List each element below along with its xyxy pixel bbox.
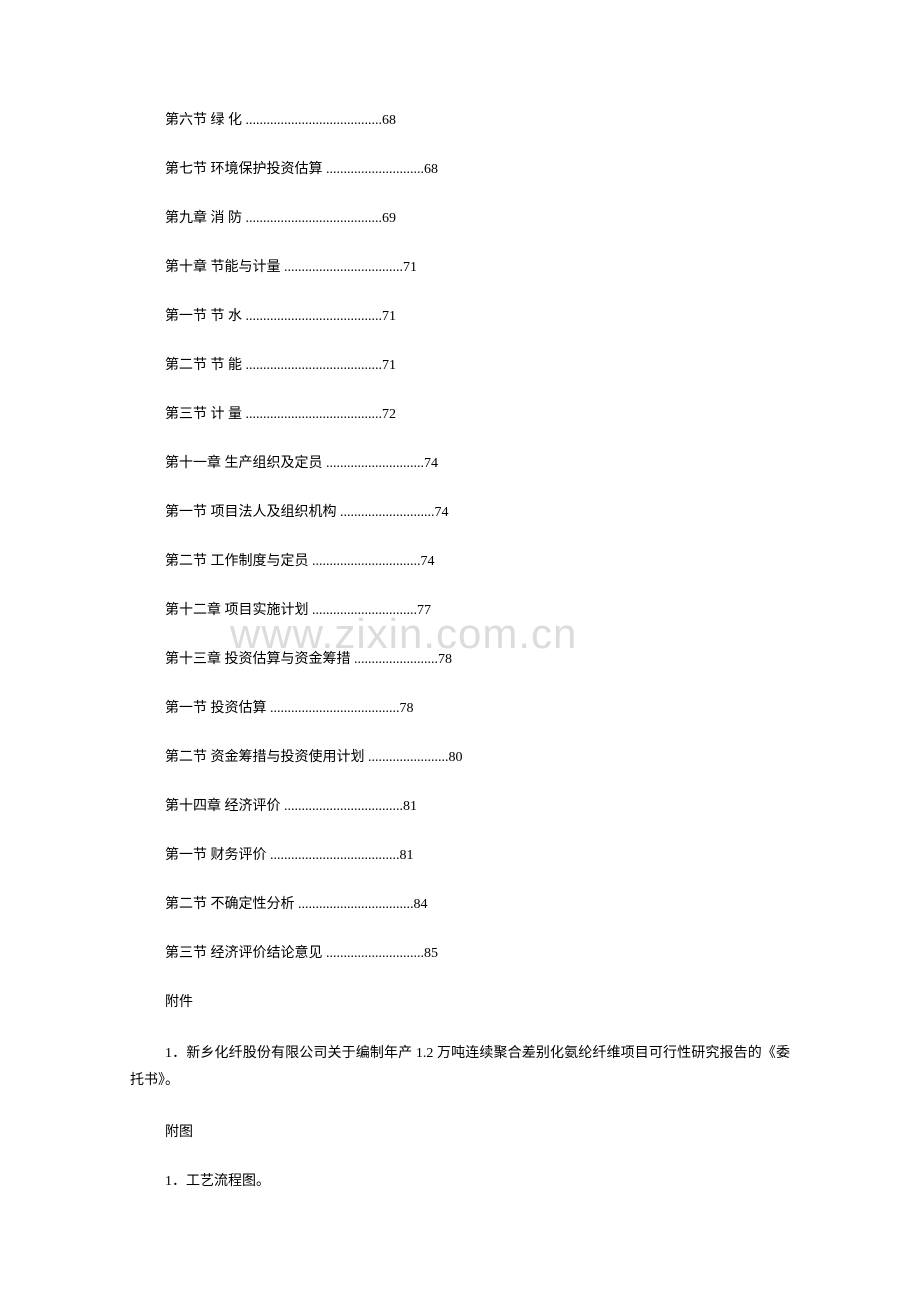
toc-dots: ................................. xyxy=(298,897,414,912)
toc-dots: ............................ xyxy=(326,456,424,471)
toc-label: 第七节 环境保护投资估算 xyxy=(165,162,323,177)
toc-entry: 第二节 工作制度与定员 ............................… xyxy=(165,551,790,572)
toc-entry: 第十四章 经济评价 ..............................… xyxy=(165,796,790,817)
toc-dots: ............................ xyxy=(326,946,424,961)
toc-dots: .................................. xyxy=(284,799,403,814)
document-page: 第六节 绿 化 ................................… xyxy=(0,0,920,1300)
toc-page: 71 xyxy=(382,358,396,373)
toc-entry: 第二节 节 能 ................................… xyxy=(165,355,790,376)
toc-label: 第十四章 经济评价 xyxy=(165,799,281,814)
toc-page: 85 xyxy=(424,946,438,961)
toc-label: 第九章 消 防 xyxy=(165,211,242,226)
toc-entry: 第九章 消 防 ................................… xyxy=(165,208,790,229)
toc-label: 第三节 计 量 xyxy=(165,407,242,422)
toc-entry: 第一节 项目法人及组织机构 ..........................… xyxy=(165,502,790,523)
toc-dots: ....................................... xyxy=(246,358,383,373)
toc-label: 第二节 资金筹措与投资使用计划 xyxy=(165,750,365,765)
attachment-heading: 附件 xyxy=(165,992,790,1013)
toc-label: 第六节 绿 化 xyxy=(165,113,242,128)
toc-page: 71 xyxy=(403,260,417,275)
toc-page: 84 xyxy=(414,897,428,912)
toc-label: 第二节 不确定性分析 xyxy=(165,897,295,912)
toc-dots: ............................ xyxy=(326,162,424,177)
toc-entry: 第三节 计 量 ................................… xyxy=(165,404,790,425)
toc-label: 第十二章 项目实施计划 xyxy=(165,603,309,618)
toc-dots: ..................................... xyxy=(270,848,400,863)
toc-page: 74 xyxy=(435,505,449,520)
toc-page: 80 xyxy=(449,750,463,765)
toc-page: 72 xyxy=(382,407,396,422)
toc-label: 第十三章 投资估算与资金筹措 xyxy=(165,652,351,667)
toc-entry: 第十章 节能与计量 ..............................… xyxy=(165,257,790,278)
figure-heading: 附图 xyxy=(165,1122,790,1143)
toc-page: 69 xyxy=(382,211,396,226)
toc-label: 第一节 项目法人及组织机构 xyxy=(165,505,337,520)
toc-page: 78 xyxy=(400,701,414,716)
toc-label: 第一节 节 水 xyxy=(165,309,242,324)
toc-entry: 第一节 节 水 ................................… xyxy=(165,306,790,327)
toc-entry: 第六节 绿 化 ................................… xyxy=(165,110,790,131)
toc-entry: 第十二章 项目实施计划 ............................… xyxy=(165,600,790,621)
toc-page: 74 xyxy=(424,456,438,471)
toc-page: 81 xyxy=(403,799,417,814)
toc-entry: 第十一章 生产组织及定员 ...........................… xyxy=(165,453,790,474)
toc-dots: ....................................... xyxy=(246,407,383,422)
attachment-item: 1．新乡化纤股份有限公司关于编制年产 1.2 万吨连续聚合差别化氨纶纤维项目可行… xyxy=(130,1041,790,1094)
toc-dots: ....................................... xyxy=(246,309,383,324)
toc-dots: ........................ xyxy=(354,652,438,667)
toc-dots: ........................... xyxy=(340,505,435,520)
toc-label: 第二节 节 能 xyxy=(165,358,242,373)
toc-entry: 第十三章 投资估算与资金筹措 ........................7… xyxy=(165,649,790,670)
toc-label: 第十一章 生产组织及定员 xyxy=(165,456,323,471)
toc-label: 第二节 工作制度与定员 xyxy=(165,554,309,569)
toc-entry: 第一节 投资估算 ...............................… xyxy=(165,698,790,719)
toc-page: 68 xyxy=(424,162,438,177)
toc-label: 第十章 节能与计量 xyxy=(165,260,281,275)
toc-dots: ..................................... xyxy=(270,701,400,716)
figure-item: 1．工艺流程图。 xyxy=(165,1171,790,1192)
toc-page: 74 xyxy=(421,554,435,569)
toc-page: 78 xyxy=(438,652,452,667)
toc-label: 第三节 经济评价结论意见 xyxy=(165,946,323,961)
toc-dots: ....................... xyxy=(368,750,449,765)
toc-page: 71 xyxy=(382,309,396,324)
toc-dots: .............................. xyxy=(312,603,417,618)
toc-label: 第一节 投资估算 xyxy=(165,701,267,716)
toc-label: 第一节 财务评价 xyxy=(165,848,267,863)
attachment-text: 1．新乡化纤股份有限公司关于编制年产 1.2 万吨连续聚合差别化氨纶纤维项目可行… xyxy=(130,1046,790,1088)
toc-entry: 第二节 资金筹措与投资使用计划 .......................8… xyxy=(165,747,790,768)
toc-page: 81 xyxy=(400,848,414,863)
toc-dots: ............................... xyxy=(312,554,421,569)
toc-dots: ....................................... xyxy=(246,113,383,128)
toc-page: 68 xyxy=(382,113,396,128)
toc-page: 77 xyxy=(417,603,431,618)
toc-entry: 第二节 不确定性分析 .............................… xyxy=(165,894,790,915)
toc-entry: 第七节 环境保护投资估算 ...........................… xyxy=(165,159,790,180)
toc-entry: 第三节 经济评价结论意见 ...........................… xyxy=(165,943,790,964)
toc-dots: .................................. xyxy=(284,260,403,275)
toc-entry: 第一节 财务评价 ...............................… xyxy=(165,845,790,866)
toc-dots: ....................................... xyxy=(246,211,383,226)
